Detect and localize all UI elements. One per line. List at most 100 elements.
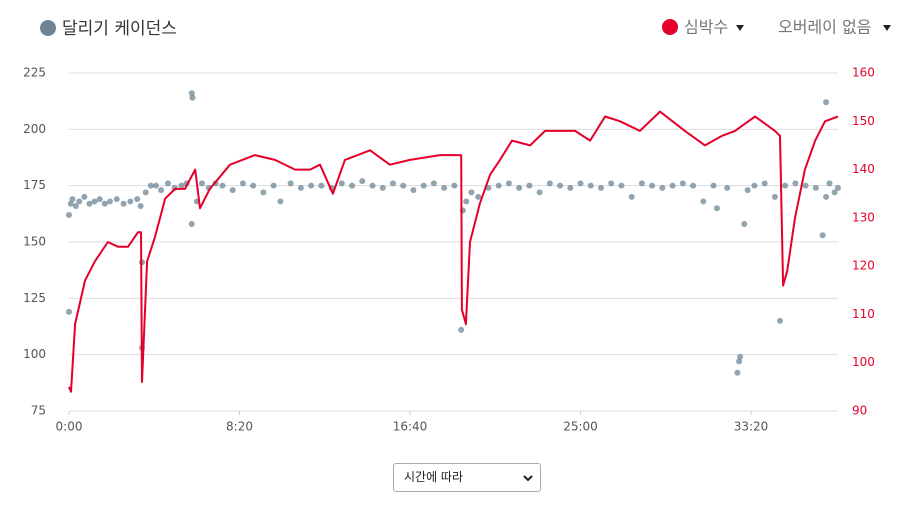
y2-tick-label: 90 bbox=[852, 404, 867, 418]
y-tick-label: 150 bbox=[23, 235, 46, 249]
cadence-point bbox=[831, 189, 838, 196]
x-mode-select[interactable]: 시간에 따라 bbox=[393, 463, 541, 492]
cadence-point bbox=[137, 202, 144, 209]
cadence-point bbox=[134, 196, 141, 203]
cadence-point bbox=[516, 184, 523, 191]
y2-tick-label: 140 bbox=[852, 162, 875, 176]
y2-tick-label: 120 bbox=[852, 259, 875, 273]
y-tick-label: 175 bbox=[23, 178, 46, 192]
legend-label[interactable]: 달리기 케이던스 bbox=[62, 19, 177, 39]
cadence-point bbox=[713, 205, 720, 212]
cadence-point bbox=[101, 200, 108, 207]
y-tick-label: 125 bbox=[23, 291, 46, 305]
cadence-point bbox=[823, 99, 830, 106]
cadence-point bbox=[400, 182, 407, 189]
cadence-point bbox=[819, 232, 826, 239]
cadence-point bbox=[379, 184, 386, 191]
cadence-point bbox=[782, 182, 789, 189]
cadence-point bbox=[96, 196, 103, 203]
cadence-point bbox=[287, 180, 294, 187]
cadence-point bbox=[152, 182, 159, 189]
dropdown-arrow[interactable] bbox=[736, 25, 744, 31]
cadence-point bbox=[369, 182, 376, 189]
cadence-point bbox=[81, 193, 88, 200]
cadence-point bbox=[76, 198, 83, 205]
dropdown-arrow[interactable] bbox=[883, 25, 891, 31]
cadence-point bbox=[318, 182, 325, 189]
x-tick-label: 8:20 bbox=[226, 420, 253, 434]
cadence-point bbox=[164, 180, 171, 187]
cadence-point bbox=[219, 182, 226, 189]
cadence-point bbox=[597, 184, 604, 191]
cadence-point bbox=[495, 182, 502, 189]
cadence-point bbox=[649, 182, 656, 189]
cadence-point bbox=[441, 184, 448, 191]
cadence-point bbox=[577, 180, 584, 187]
y-tick-label: 75 bbox=[31, 404, 46, 418]
cadence-point bbox=[690, 182, 697, 189]
cadence-point bbox=[349, 182, 356, 189]
cadence-point bbox=[771, 193, 778, 200]
cadence-point bbox=[505, 180, 512, 187]
cadence-point bbox=[792, 180, 799, 187]
cadence-point bbox=[69, 196, 76, 203]
cadence-point bbox=[430, 180, 437, 187]
legend-label[interactable]: 심박수 bbox=[684, 18, 728, 37]
cadence-point bbox=[826, 180, 833, 187]
cadence-point bbox=[736, 358, 743, 365]
cadence-point bbox=[188, 220, 195, 227]
cadence-point bbox=[420, 182, 427, 189]
cadence-point bbox=[359, 178, 366, 185]
cadence-point bbox=[777, 317, 784, 324]
cadence-point bbox=[468, 189, 475, 196]
cadence-point bbox=[66, 308, 72, 315]
y2-tick-label: 150 bbox=[852, 114, 875, 128]
cadence-point bbox=[458, 326, 465, 333]
cadence-point bbox=[463, 198, 470, 205]
select-label: 시간에 따라 bbox=[404, 470, 464, 484]
cadence-point bbox=[120, 200, 127, 207]
cadence-point bbox=[700, 198, 707, 205]
overlay-dropdown[interactable]: 오버레이 없음 bbox=[778, 18, 871, 37]
y-tick-label: 225 bbox=[23, 66, 46, 80]
cadence-point bbox=[546, 180, 553, 187]
cadence-point bbox=[741, 220, 748, 227]
cadence-point bbox=[127, 198, 134, 205]
cadence-point bbox=[744, 187, 751, 194]
y-tick-label: 200 bbox=[23, 122, 46, 136]
cadence-point bbox=[239, 180, 246, 187]
x-tick-label: 0:00 bbox=[56, 420, 83, 434]
cadence-point bbox=[188, 90, 195, 97]
cadence-point bbox=[106, 198, 113, 205]
cadence-point bbox=[260, 189, 267, 196]
cadence-point bbox=[737, 353, 744, 360]
cadence-point bbox=[250, 182, 257, 189]
legend-swatch bbox=[662, 19, 678, 35]
cadence-point bbox=[142, 189, 149, 196]
cadence-point bbox=[608, 180, 615, 187]
cadence-point bbox=[66, 211, 72, 218]
cadence-point bbox=[679, 180, 686, 187]
cadence-point bbox=[308, 182, 315, 189]
cadence-point bbox=[198, 180, 205, 187]
cadence-point bbox=[761, 180, 768, 187]
cadence-point bbox=[338, 180, 345, 187]
cadence-point bbox=[91, 198, 98, 205]
cadence-point bbox=[557, 182, 564, 189]
cadence-point bbox=[724, 184, 731, 191]
cadence-point bbox=[158, 187, 165, 194]
y2-tick-label: 130 bbox=[852, 210, 875, 224]
cadence-point bbox=[587, 182, 594, 189]
cadence-point bbox=[618, 182, 625, 189]
cadence-point bbox=[277, 198, 284, 205]
cadence-point bbox=[669, 182, 676, 189]
cadence-point bbox=[451, 182, 458, 189]
legend-swatch bbox=[40, 20, 56, 36]
cadence-point bbox=[802, 182, 809, 189]
x-tick-label: 25:00 bbox=[563, 420, 598, 434]
y2-tick-label: 110 bbox=[852, 307, 875, 321]
y2-tick-label: 160 bbox=[852, 66, 875, 80]
cadence-point bbox=[178, 182, 185, 189]
x-tick-label: 33:20 bbox=[734, 420, 769, 434]
